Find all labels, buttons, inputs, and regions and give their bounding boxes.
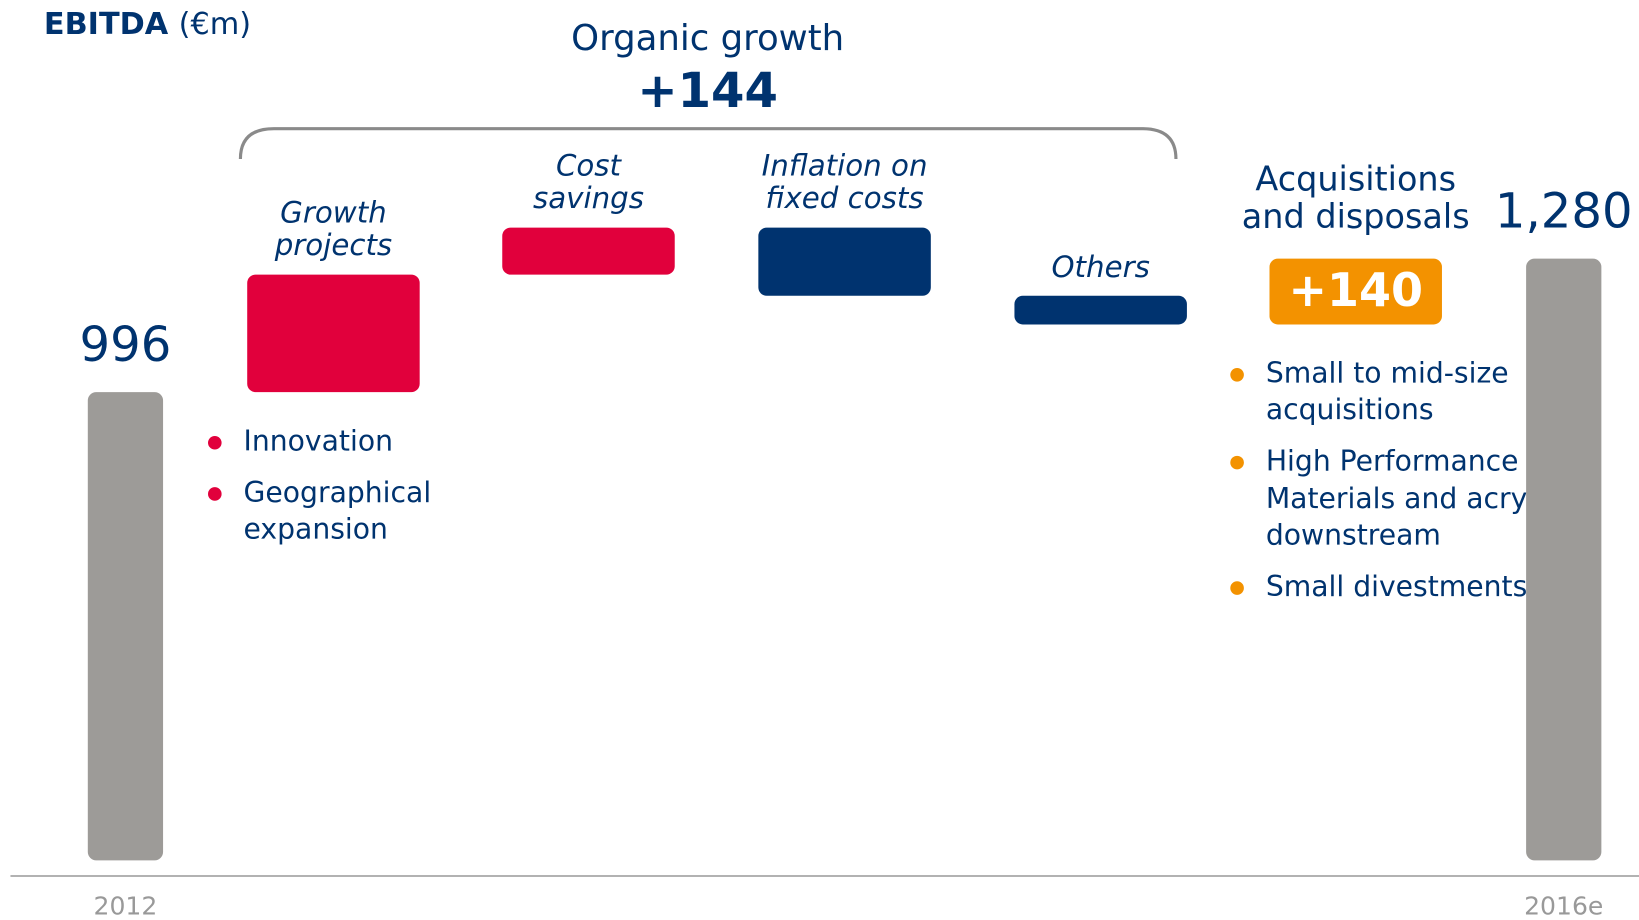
- category-label-box: Inflation on fixed costs: [761, 148, 928, 216]
- bullet-list: Small to mid-size acquisitions High Perfo…: [1228, 356, 1562, 605]
- value-label: 996: [80, 317, 172, 373]
- bullet-item: Innovation: [208, 423, 541, 460]
- bullet-text: Innovation: [243, 425, 393, 458]
- notes-box: Small to mid-size acquisitions High Perfo…: [1228, 356, 1562, 605]
- annotation-value: +144: [637, 63, 778, 119]
- value-label: +140: [1288, 263, 1423, 317]
- bullet-list: Innovation Geographical expansion: [206, 423, 540, 548]
- bullet-dot: [1230, 456, 1244, 470]
- bullet-item: Geographical expansion: [208, 475, 541, 548]
- bullet-item: Small to mid-size acquisitions: [1230, 356, 1563, 429]
- bar: [247, 274, 420, 393]
- category-label-box: Others: [1051, 249, 1150, 284]
- bullet-dot: [1230, 368, 1244, 382]
- bullet-item: Small divestments: [1230, 568, 1563, 605]
- category-label-box: Growth projects: [274, 195, 393, 263]
- bar: [1526, 258, 1602, 861]
- bar: [87, 392, 164, 861]
- bar: [1269, 258, 1442, 325]
- bar: [758, 227, 931, 296]
- category-label-box: Cost savings: [532, 148, 644, 216]
- bullet-dot: [208, 487, 222, 501]
- x-tick-label: 2012: [94, 891, 158, 920]
- x-tick-label: 2016e: [1524, 891, 1603, 920]
- category-label: Acquisitions and disposals: [1241, 158, 1470, 236]
- bullet-text: Geographical expansion: [243, 476, 432, 546]
- category-label: Others: [1051, 249, 1150, 284]
- annotation-text: Organic growth: [571, 18, 844, 59]
- bullet-item: High Performance Materials and acrylic d…: [1230, 444, 1563, 554]
- notes: Small to mid-size acquisitions High Perfo…: [1228, 356, 1562, 605]
- notes-box: Innovation Geographical expansion: [206, 423, 540, 548]
- bracket: [238, 127, 1178, 160]
- category-label: Growth projects: [274, 195, 393, 263]
- category-label-box: Acquisitions and disposals: [1241, 158, 1470, 236]
- bar: [1014, 295, 1187, 325]
- bullet-text: Small to mid-size acquisitions: [1265, 357, 1509, 427]
- value-label: 1,280: [1495, 184, 1633, 240]
- bullet-text: Small divestments: [1265, 570, 1528, 603]
- bar: [502, 227, 675, 275]
- chart-title-group: EBITDA (€m): [44, 7, 251, 42]
- bullet-text: High Performance Materials and acrylic d…: [1265, 445, 1559, 552]
- bullet-dot: [208, 436, 222, 450]
- chart-unit: (€m): [179, 7, 251, 42]
- chart-title: EBITDA: [44, 7, 169, 42]
- category-label: Cost savings: [532, 148, 644, 216]
- notes: Innovation Geographical expansion: [206, 423, 540, 548]
- category-label: Inflation on fixed costs: [761, 148, 928, 216]
- bullet-dot: [1230, 581, 1244, 595]
